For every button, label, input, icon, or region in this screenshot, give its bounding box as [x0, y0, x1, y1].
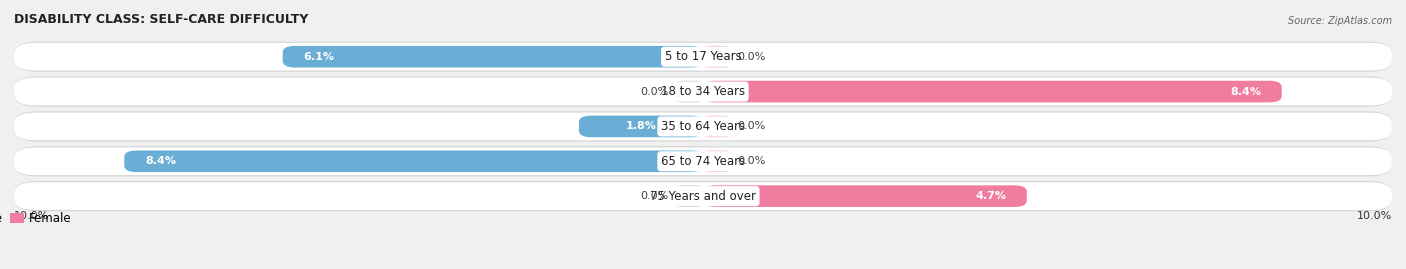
FancyBboxPatch shape	[14, 182, 1392, 210]
FancyBboxPatch shape	[14, 181, 1392, 211]
FancyBboxPatch shape	[124, 150, 703, 172]
Text: 18 to 34 Years: 18 to 34 Years	[661, 85, 745, 98]
Legend: Male, Female: Male, Female	[0, 207, 76, 230]
Text: 10.0%: 10.0%	[14, 211, 49, 221]
FancyBboxPatch shape	[14, 146, 1392, 176]
FancyBboxPatch shape	[703, 46, 731, 68]
FancyBboxPatch shape	[14, 112, 1392, 140]
Text: 0.0%: 0.0%	[738, 156, 766, 166]
Text: 0.0%: 0.0%	[738, 121, 766, 132]
FancyBboxPatch shape	[14, 43, 1392, 71]
Text: 75 Years and over: 75 Years and over	[650, 190, 756, 203]
Text: 10.0%: 10.0%	[1357, 211, 1392, 221]
Text: 4.7%: 4.7%	[976, 191, 1007, 201]
FancyBboxPatch shape	[703, 81, 1282, 102]
Text: 6.1%: 6.1%	[304, 52, 335, 62]
Text: 0.0%: 0.0%	[738, 52, 766, 62]
Text: 1.8%: 1.8%	[626, 121, 657, 132]
FancyBboxPatch shape	[14, 77, 1392, 107]
FancyBboxPatch shape	[14, 147, 1392, 175]
FancyBboxPatch shape	[14, 78, 1392, 105]
Text: 35 to 64 Years: 35 to 64 Years	[661, 120, 745, 133]
Text: 0.0%: 0.0%	[640, 87, 669, 97]
FancyBboxPatch shape	[283, 46, 703, 68]
FancyBboxPatch shape	[675, 185, 703, 207]
Text: 5 to 17 Years: 5 to 17 Years	[665, 50, 741, 63]
FancyBboxPatch shape	[675, 81, 703, 102]
Text: 8.4%: 8.4%	[145, 156, 176, 166]
FancyBboxPatch shape	[703, 150, 731, 172]
Text: 8.4%: 8.4%	[1230, 87, 1261, 97]
Text: 0.0%: 0.0%	[640, 191, 669, 201]
FancyBboxPatch shape	[703, 116, 731, 137]
FancyBboxPatch shape	[14, 42, 1392, 72]
Text: 65 to 74 Years: 65 to 74 Years	[661, 155, 745, 168]
FancyBboxPatch shape	[703, 185, 1026, 207]
Text: DISABILITY CLASS: SELF-CARE DIFFICULTY: DISABILITY CLASS: SELF-CARE DIFFICULTY	[14, 13, 308, 26]
FancyBboxPatch shape	[14, 111, 1392, 141]
FancyBboxPatch shape	[579, 116, 703, 137]
Text: Source: ZipAtlas.com: Source: ZipAtlas.com	[1288, 16, 1392, 26]
